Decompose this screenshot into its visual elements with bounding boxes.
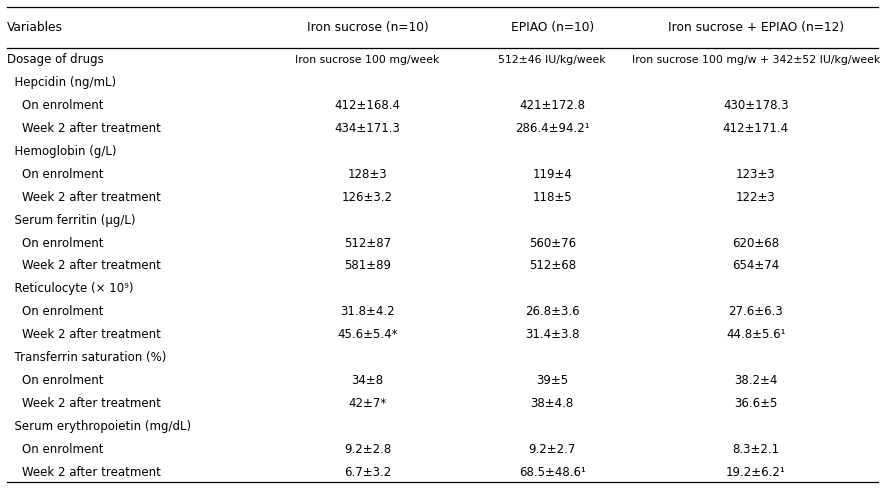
Text: On enrolment: On enrolment <box>7 305 104 318</box>
Text: Hemoglobin (g/L): Hemoglobin (g/L) <box>7 145 116 158</box>
Text: 9.2±2.7: 9.2±2.7 <box>529 443 576 456</box>
Text: 39±5: 39±5 <box>536 374 568 387</box>
Text: On enrolment: On enrolment <box>7 443 104 456</box>
Text: 45.6±5.4*: 45.6±5.4* <box>337 328 398 341</box>
Text: 36.6±5: 36.6±5 <box>734 397 778 410</box>
Text: 430±178.3: 430±178.3 <box>723 99 788 112</box>
Text: Week 2 after treatment: Week 2 after treatment <box>7 466 161 479</box>
Text: 620±68: 620±68 <box>732 237 780 249</box>
Text: 119±4: 119±4 <box>532 168 572 181</box>
Text: 68.5±48.6¹: 68.5±48.6¹ <box>519 466 585 479</box>
Text: 654±74: 654±74 <box>732 259 780 272</box>
Text: On enrolment: On enrolment <box>7 99 104 112</box>
Text: 512±87: 512±87 <box>344 237 391 249</box>
Text: 38±4.8: 38±4.8 <box>531 397 574 410</box>
Text: On enrolment: On enrolment <box>7 374 104 387</box>
Text: EPIAO (n=10): EPIAO (n=10) <box>510 21 594 34</box>
Text: 8.3±2.1: 8.3±2.1 <box>732 443 780 456</box>
Text: 44.8±5.6¹: 44.8±5.6¹ <box>726 328 786 341</box>
Text: 128±3: 128±3 <box>348 168 387 181</box>
Text: Hepcidin (ng/mL): Hepcidin (ng/mL) <box>7 76 116 89</box>
Text: Reticulocyte (× 10⁹): Reticulocyte (× 10⁹) <box>7 282 134 295</box>
Text: 412±168.4: 412±168.4 <box>334 99 400 112</box>
Text: 118±5: 118±5 <box>532 191 572 204</box>
Text: 38.2±4: 38.2±4 <box>734 374 778 387</box>
Text: 126±3.2: 126±3.2 <box>342 191 392 204</box>
Text: 123±3: 123±3 <box>736 168 776 181</box>
Text: Week 2 after treatment: Week 2 after treatment <box>7 191 161 204</box>
Text: Week 2 after treatment: Week 2 after treatment <box>7 259 161 272</box>
Text: Week 2 after treatment: Week 2 after treatment <box>7 397 161 410</box>
Text: Iron sucrose + EPIAO (n=12): Iron sucrose + EPIAO (n=12) <box>668 21 844 34</box>
Text: 434±171.3: 434±171.3 <box>334 122 400 135</box>
Text: 122±3: 122±3 <box>736 191 776 204</box>
Text: Transferrin saturation (%): Transferrin saturation (%) <box>7 351 166 364</box>
Text: Serum ferritin (μg/L): Serum ferritin (μg/L) <box>7 214 136 227</box>
Text: 27.6±6.3: 27.6±6.3 <box>729 305 783 318</box>
Text: 31.4±3.8: 31.4±3.8 <box>525 328 579 341</box>
Text: On enrolment: On enrolment <box>7 237 104 249</box>
Text: Week 2 after treatment: Week 2 after treatment <box>7 122 161 135</box>
Text: 512±68: 512±68 <box>529 259 576 272</box>
Text: Iron sucrose 100 mg/week: Iron sucrose 100 mg/week <box>295 55 440 65</box>
Text: 9.2±2.8: 9.2±2.8 <box>344 443 391 456</box>
Text: Dosage of drugs: Dosage of drugs <box>7 53 104 66</box>
Text: 560±76: 560±76 <box>529 237 576 249</box>
Text: Week 2 after treatment: Week 2 after treatment <box>7 328 161 341</box>
Text: 581±89: 581±89 <box>344 259 391 272</box>
Text: 42±7*: 42±7* <box>348 397 386 410</box>
Text: 512±46 IU/kg/week: 512±46 IU/kg/week <box>498 55 606 65</box>
Text: 34±8: 34±8 <box>351 374 384 387</box>
Text: 26.8±3.6: 26.8±3.6 <box>524 305 580 318</box>
Text: 19.2±6.2¹: 19.2±6.2¹ <box>726 466 786 479</box>
Text: On enrolment: On enrolment <box>7 168 104 181</box>
Text: Serum erythropoietin (mg/dL): Serum erythropoietin (mg/dL) <box>7 420 191 433</box>
Text: 31.8±4.2: 31.8±4.2 <box>340 305 395 318</box>
Text: 6.7±3.2: 6.7±3.2 <box>344 466 391 479</box>
Text: Iron sucrose 100 mg/w + 342±52 IU/kg/week: Iron sucrose 100 mg/w + 342±52 IU/kg/wee… <box>632 55 880 65</box>
Text: Iron sucrose (n=10): Iron sucrose (n=10) <box>306 21 429 34</box>
Text: 286.4±94.2¹: 286.4±94.2¹ <box>515 122 590 135</box>
Text: 412±171.4: 412±171.4 <box>722 122 789 135</box>
Text: 421±172.8: 421±172.8 <box>519 99 585 112</box>
Text: Variables: Variables <box>7 21 63 34</box>
